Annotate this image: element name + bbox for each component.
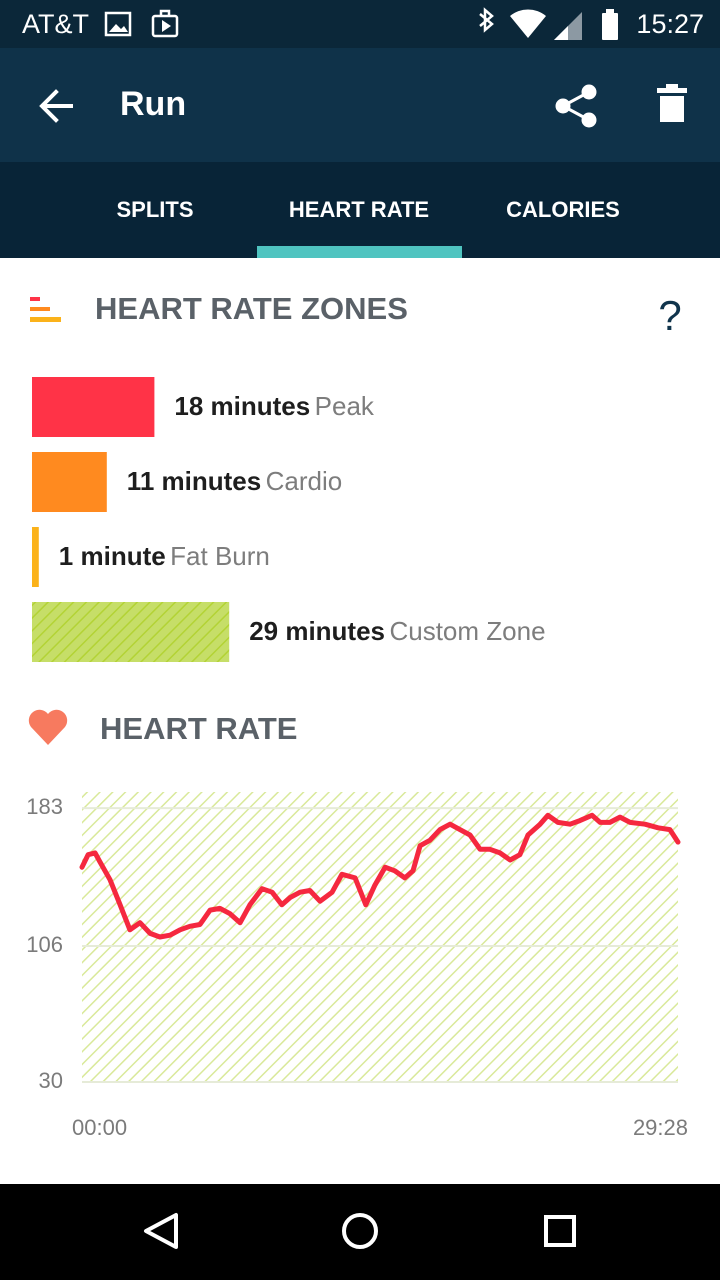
heart-icon [28, 709, 68, 745]
zone-name: Custom Zone [389, 616, 545, 646]
zone-name: Peak [315, 391, 375, 421]
zones-title: HEART RATE ZONES [95, 291, 408, 326]
heart-rate-line [79, 812, 681, 940]
nav-home[interactable] [342, 1213, 378, 1249]
zone-bar [32, 602, 230, 662]
zone-bar [32, 452, 107, 512]
zone-label: 18 minutes Peak [174, 391, 375, 421]
x-tick-label: 00:00 [72, 1115, 127, 1140]
y-tick-label: 183 [26, 794, 63, 819]
status-icons-left [104, 9, 179, 38]
zone-bar [32, 527, 39, 587]
zone-label: 29 minutes Custom Zone [249, 616, 545, 646]
y-tick-label: 30 [39, 1068, 63, 1093]
back-button[interactable] [39, 89, 73, 123]
zone-amount: 18 minutes [174, 391, 310, 421]
tab[interactable]: HEART RATE [289, 197, 429, 222]
zone-amount: 1 minute [59, 541, 166, 571]
carrier: AT&T [22, 9, 89, 39]
x-tick-label: 29:28 [633, 1115, 688, 1140]
tab[interactable]: SPLITS [116, 197, 193, 222]
delete-button[interactable] [657, 84, 687, 122]
zone-name: Cardio [266, 466, 343, 496]
zone-label: 1 minute Fat Burn [59, 541, 270, 571]
tab-indicator [257, 246, 462, 258]
status-bar [0, 0, 720, 48]
zone-bar [32, 377, 155, 437]
nav-back[interactable] [144, 1213, 178, 1249]
chart-title: HEART RATE [100, 711, 297, 746]
zones-icon [30, 297, 61, 322]
plot-background [82, 792, 678, 1082]
nav-bar [0, 1184, 720, 1280]
zone-amount: 11 minutes [127, 466, 261, 496]
app-bar [0, 48, 720, 162]
status-icons-right [479, 7, 618, 40]
tab-bar [0, 162, 720, 258]
clock: 15:27 [636, 9, 704, 39]
share-button[interactable] [555, 84, 597, 128]
zone-label: 11 minutes Cardio [127, 466, 342, 496]
nav-recents[interactable] [544, 1215, 576, 1247]
app-title: Run [120, 85, 186, 123]
help-button[interactable]: ? [658, 292, 681, 339]
y-tick-label: 106 [26, 932, 63, 957]
zone-name: Fat Burn [170, 541, 270, 571]
tab[interactable]: CALORIES [506, 197, 620, 222]
zone-amount: 29 minutes [249, 616, 385, 646]
